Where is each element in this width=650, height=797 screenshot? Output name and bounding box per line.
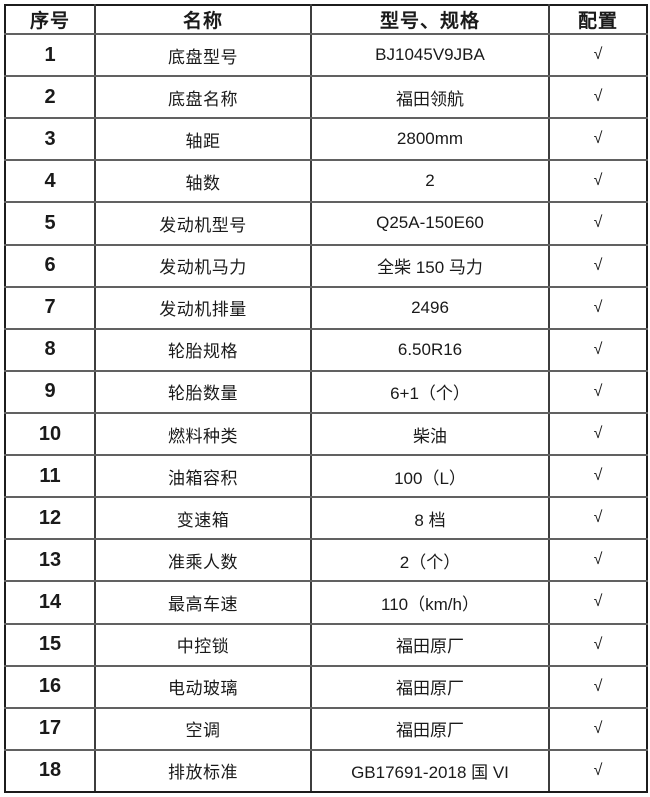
table-row: 10 燃料种类 柴油 √ [4,411,648,457]
cell-model-spec: 全柴 150 马力 [310,243,550,288]
cell-config-checkmark: √ [548,369,648,414]
column-header-spec: 型号、规格 [310,4,550,35]
cell-item-name: 底盘型号 [94,32,312,78]
cell-model-spec: Q25A-150E60 [310,201,550,246]
cell-item-name: 轴距 [94,117,312,162]
cell-model-spec: 2800mm [310,117,550,162]
table-row: 12 变速箱 8 档 √ [4,496,648,541]
cell-config-checkmark: √ [548,159,648,204]
cell-config-checkmark: √ [548,32,648,78]
header-row: 序号 名称 型号、规格 配置 [4,4,648,35]
cell-item-name: 变速箱 [94,496,312,541]
table-row: 17 空调 福田原厂 √ [4,706,648,751]
table-row: 16 电动玻璃 福田原厂 √ [4,664,648,709]
cell-row-number: 14 [4,580,96,625]
cell-row-number: 1 [4,32,96,78]
table-row: 14 最高车速 110（km/h） √ [4,580,648,625]
cell-row-number: 3 [4,117,96,162]
cell-item-name: 电动玻璃 [94,664,312,709]
cell-config-checkmark: √ [548,454,648,499]
cell-config-checkmark: √ [548,538,648,583]
table-row: 4 轴数 2 √ [4,159,648,204]
table-row: 1 底盘型号 BJ1045V9JBA √ [4,32,648,78]
cell-config-checkmark: √ [548,75,648,120]
cell-item-name: 轮胎规格 [94,327,312,372]
cell-row-number: 6 [4,243,96,288]
table-row: 6 发动机马力 全柴 150 马力 √ [4,243,648,288]
cell-item-name: 油箱容积 [94,454,312,499]
cell-row-number: 7 [4,285,96,330]
table-row: 15 中控锁 福田原厂 √ [4,622,648,667]
cell-model-spec: 100（L） [310,454,550,499]
cell-model-spec: 2 [310,159,550,204]
column-header-name: 名称 [94,4,312,35]
cell-row-number: 11 [4,454,96,499]
table-header: 序号 名称 型号、规格 配置 [4,4,648,35]
cell-item-name: 排放标准 [94,748,312,794]
table-body: 1 底盘型号 BJ1045V9JBA √ 2 底盘名称 福田领航 √ 3 轴距 … [4,32,648,794]
cell-row-number: 9 [4,369,96,414]
cell-config-checkmark: √ [548,664,648,709]
cell-model-spec: 8 档 [310,496,550,541]
table-row: 18 排放标准 GB17691-2018 国 VI √ [4,748,648,794]
cell-item-name: 轴数 [94,159,312,204]
column-header-no: 序号 [4,4,96,35]
cell-row-number: 13 [4,538,96,583]
cell-config-checkmark: √ [548,748,648,794]
cell-row-number: 16 [4,664,96,709]
cell-model-spec: 6.50R16 [310,327,550,372]
cell-model-spec: 福田领航 [310,75,550,120]
cell-model-spec: 福田原厂 [310,706,550,751]
cell-row-number: 17 [4,706,96,751]
cell-config-checkmark: √ [548,622,648,667]
table-row: 11 油箱容积 100（L） √ [4,454,648,499]
cell-config-checkmark: √ [548,117,648,162]
vehicle-spec-table: 序号 名称 型号、规格 配置 1 底盘型号 BJ1045V9JBA √ 2 底盘… [4,4,648,794]
cell-config-checkmark: √ [548,706,648,751]
cell-row-number: 18 [4,748,96,794]
cell-model-spec: 2（个） [310,538,550,583]
cell-model-spec: 福田原厂 [310,622,550,667]
cell-item-name: 空调 [94,706,312,751]
cell-model-spec: 6+1（个） [310,369,550,414]
cell-item-name: 底盘名称 [94,75,312,120]
cell-config-checkmark: √ [548,580,648,625]
cell-item-name: 发动机型号 [94,201,312,246]
cell-model-spec: 柴油 [310,411,550,457]
cell-row-number: 5 [4,201,96,246]
cell-model-spec: 2496 [310,285,550,330]
column-header-config: 配置 [548,4,648,35]
cell-config-checkmark: √ [548,285,648,330]
table-row: 8 轮胎规格 6.50R16 √ [4,327,648,372]
table-row: 5 发动机型号 Q25A-150E60 √ [4,201,648,246]
table-row: 7 发动机排量 2496 √ [4,285,648,330]
cell-item-name: 中控锁 [94,622,312,667]
table-row: 3 轴距 2800mm √ [4,117,648,162]
cell-row-number: 8 [4,327,96,372]
table-row: 2 底盘名称 福田领航 √ [4,75,648,120]
cell-item-name: 发动机排量 [94,285,312,330]
cell-row-number: 15 [4,622,96,667]
cell-config-checkmark: √ [548,411,648,457]
cell-row-number: 12 [4,496,96,541]
cell-config-checkmark: √ [548,327,648,372]
cell-model-spec: 110（km/h） [310,580,550,625]
cell-row-number: 4 [4,159,96,204]
cell-model-spec: BJ1045V9JBA [310,32,550,78]
cell-item-name: 发动机马力 [94,243,312,288]
cell-item-name: 燃料种类 [94,411,312,457]
cell-model-spec: GB17691-2018 国 VI [310,748,550,794]
cell-item-name: 最高车速 [94,580,312,625]
cell-item-name: 准乘人数 [94,538,312,583]
cell-config-checkmark: √ [548,243,648,288]
cell-config-checkmark: √ [548,496,648,541]
cell-model-spec: 福田原厂 [310,664,550,709]
cell-row-number: 10 [4,411,96,457]
cell-item-name: 轮胎数量 [94,369,312,414]
table-row: 9 轮胎数量 6+1（个） √ [4,369,648,414]
table-row: 13 准乘人数 2（个） √ [4,538,648,583]
cell-config-checkmark: √ [548,201,648,246]
cell-row-number: 2 [4,75,96,120]
